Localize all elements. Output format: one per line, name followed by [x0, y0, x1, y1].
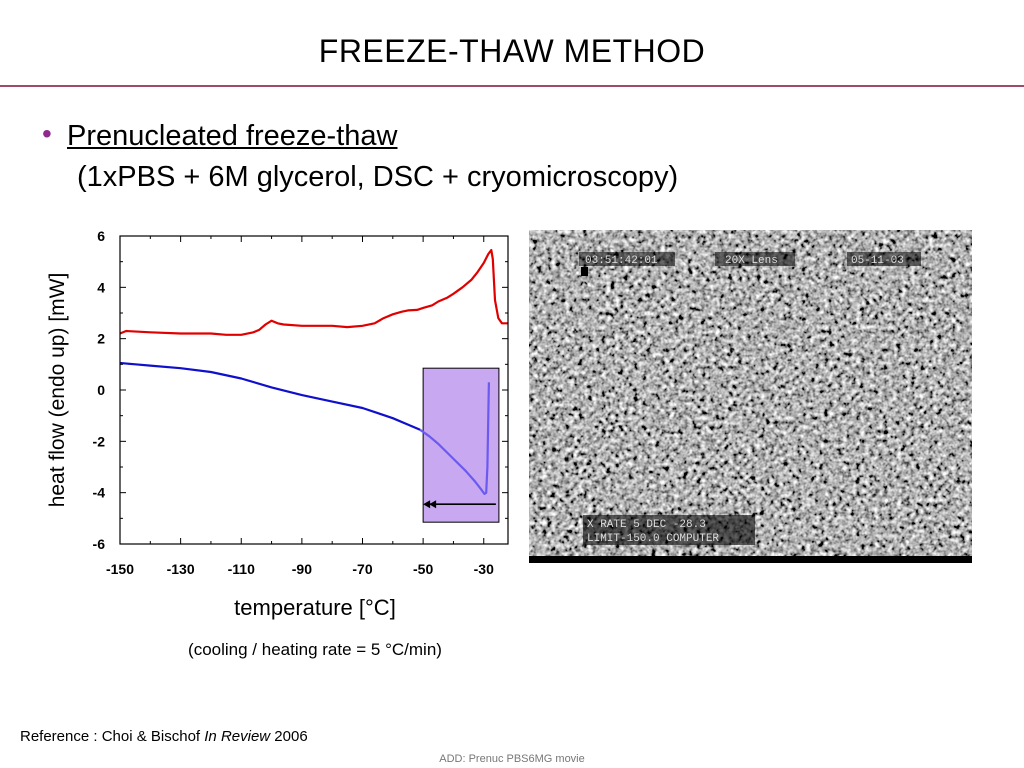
bullet-heading: Prenucleated freeze-thaw [67, 120, 398, 152]
series-line-2 [419, 382, 490, 495]
x-tick-label: -150 [106, 561, 134, 577]
y-tick-label: 2 [97, 331, 105, 347]
overlay-limit: LIMIT-150.0 COMPUTER [587, 533, 719, 545]
arrow-head-icon [429, 500, 437, 509]
dsc-chart: -150 -130 -110 -90 -70 -50 -30 6 4 2 0 -2 -4 -6 heat f… [46, 228, 509, 577]
micrograph-noise-texture [529, 230, 972, 556]
slide-title: FREEZE-THAW METHOD [318, 33, 706, 69]
x-tick-label: -110 [228, 561, 255, 577]
bullet-dot-icon: • [42, 118, 52, 149]
reference: Reference : Choi & Bischof In Review 200… [20, 728, 308, 745]
y-tick-label: -4 [93, 485, 106, 501]
x-tick-label: -30 [474, 561, 494, 577]
series-line-1 [119, 361, 421, 431]
x-tick-label: -90 [292, 561, 312, 577]
reference-journal: In Review [204, 728, 271, 745]
arrow-head-icon [423, 500, 431, 509]
series-line-0 [119, 249, 508, 336]
rate-note: (cooling / heating rate = 5 °C/min) [188, 640, 442, 659]
y-tick-label: -2 [93, 433, 106, 449]
title-divider [0, 85, 1024, 87]
y-axis-label: heat flow (endo up) [mW] [46, 273, 69, 508]
y-tick-label: 6 [97, 228, 105, 244]
overlay-date: 05-11-03 [851, 255, 904, 267]
footnote: ADD: Prenuc PBS6MG movie [439, 753, 585, 765]
overlay-timecode: 03:51:42:01 [585, 255, 658, 267]
reference-year: 2006 [270, 728, 308, 745]
y-tick-label: 4 [97, 279, 105, 295]
highlight-box [422, 367, 500, 523]
cryomicroscopy-image: 03:51:42:01 20X Lens 05-11-03 X RATE 5 D… [529, 230, 972, 563]
x-axis-label: temperature [°C] [234, 595, 396, 620]
y-tick-label: 0 [97, 382, 105, 398]
overlay-cursor-icon [581, 267, 588, 276]
overlay-lens: 20X Lens [725, 255, 778, 267]
x-tick-label: -70 [352, 561, 372, 577]
bullet-subtext: (1xPBS + 6M glycerol, DSC + cryomicrosco… [77, 161, 679, 193]
x-tick-label: -50 [413, 561, 433, 577]
y-tick-label: -6 [93, 536, 106, 552]
overlay-rate: X RATE 5 DEC -28.3 [587, 519, 706, 531]
reference-authors: Reference : Choi & Bischof [20, 728, 205, 745]
x-tick-label: -130 [167, 561, 195, 577]
